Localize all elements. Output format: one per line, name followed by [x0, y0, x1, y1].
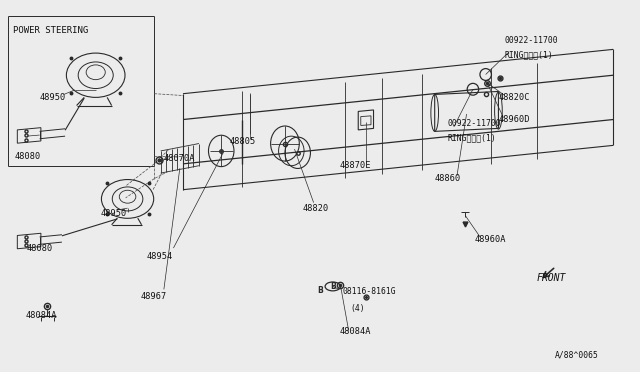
- Text: 48950: 48950: [100, 209, 127, 218]
- Text: 48084A: 48084A: [339, 327, 371, 336]
- Text: A/88^0065: A/88^0065: [554, 350, 598, 360]
- Text: 48950: 48950: [40, 93, 66, 102]
- Text: 48954: 48954: [147, 251, 173, 261]
- Text: 48080: 48080: [27, 244, 53, 253]
- Text: POWER STEERING: POWER STEERING: [13, 26, 88, 35]
- Text: 48070A: 48070A: [164, 154, 195, 163]
- Text: 00922-11700: 00922-11700: [505, 36, 559, 45]
- Text: 48805: 48805: [230, 137, 256, 146]
- Text: 48080: 48080: [14, 152, 40, 161]
- Text: 48820: 48820: [302, 203, 328, 213]
- Text: FRONT: FRONT: [537, 273, 566, 283]
- Text: 48960A: 48960A: [474, 235, 506, 244]
- Text: 48820C: 48820C: [499, 93, 530, 102]
- Text: RINGリング(1): RINGリング(1): [505, 51, 554, 60]
- Text: RINGリング(1): RINGリング(1): [447, 134, 496, 142]
- Text: 08116-8161G: 08116-8161G: [343, 287, 397, 296]
- Text: B: B: [330, 282, 335, 291]
- Text: (4): (4): [351, 304, 365, 313]
- Text: 48870E: 48870E: [339, 161, 371, 170]
- Text: 48967: 48967: [140, 292, 166, 301]
- Text: 48960D: 48960D: [499, 115, 530, 124]
- Text: 48084A: 48084A: [26, 311, 57, 320]
- Text: B: B: [317, 286, 323, 295]
- Text: 00922-11700: 00922-11700: [447, 119, 501, 128]
- Text: 48860: 48860: [435, 174, 461, 183]
